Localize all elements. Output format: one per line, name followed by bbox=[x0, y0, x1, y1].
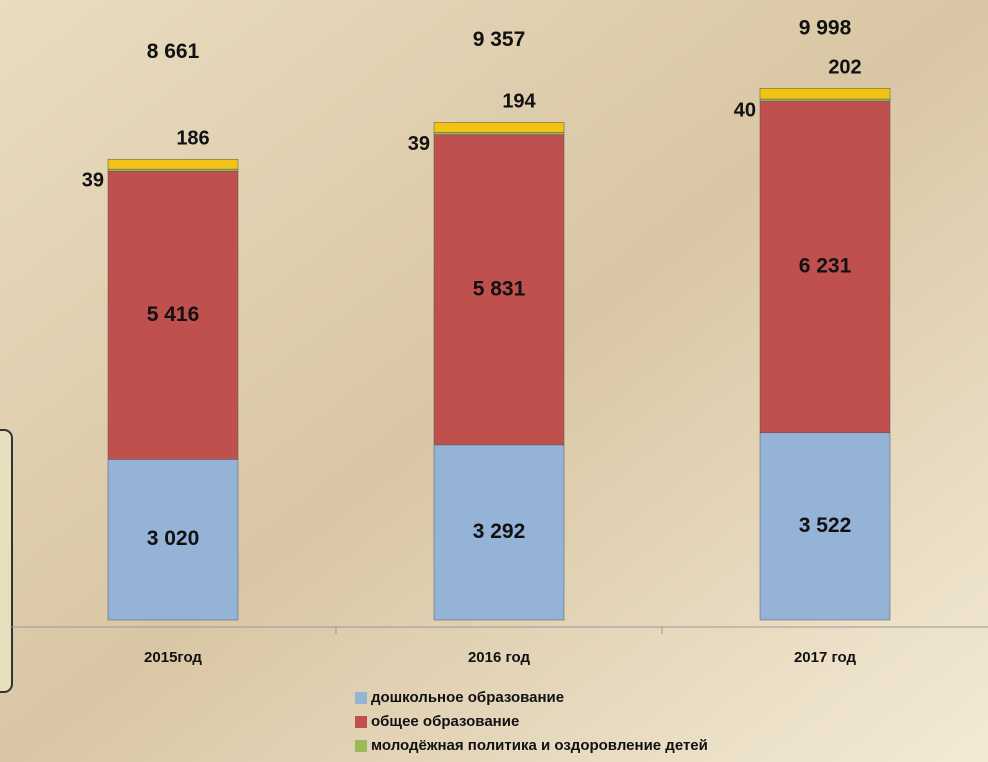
legend-label: дошкольное образование bbox=[371, 689, 564, 706]
value-label: 3 522 bbox=[799, 514, 852, 537]
bar-segment bbox=[107, 168, 239, 172]
value-label: 194 bbox=[502, 91, 536, 113]
value-label: 39 bbox=[408, 133, 430, 155]
value-label: 202 bbox=[828, 57, 861, 79]
total-label: 9 357 bbox=[473, 28, 526, 51]
value-label: 39 bbox=[82, 169, 104, 191]
bar-segment bbox=[759, 100, 891, 433]
bar-segment bbox=[107, 158, 239, 170]
total-label: 9 998 bbox=[799, 17, 852, 40]
x-tick-label: 2015год bbox=[144, 649, 202, 666]
value-label: 40 bbox=[734, 99, 756, 121]
legend-swatch bbox=[355, 692, 367, 704]
value-label: 186 bbox=[176, 128, 209, 150]
legend-swatch bbox=[355, 740, 367, 752]
value-label: 5 831 bbox=[473, 277, 526, 300]
bar-segment bbox=[107, 459, 239, 621]
legend-label: молодёжная политика и оздоровление детей bbox=[371, 737, 708, 754]
value-label: 3 292 bbox=[473, 520, 526, 543]
bar-segment bbox=[759, 432, 891, 621]
legend-swatch bbox=[355, 716, 367, 728]
bar-segment bbox=[759, 88, 891, 100]
bar-segment bbox=[433, 134, 565, 446]
legend-label: общее образование bbox=[371, 713, 519, 730]
x-tick-label: 2016 год bbox=[468, 649, 531, 666]
value-label: 6 231 bbox=[799, 254, 852, 277]
total-label: 8 661 bbox=[147, 40, 200, 63]
x-tick-label: 2017 год bbox=[794, 649, 857, 666]
bar-segment bbox=[759, 98, 891, 102]
bar-segment bbox=[107, 170, 239, 460]
bar-segment bbox=[433, 132, 565, 135]
value-label: 5 416 bbox=[147, 303, 200, 326]
side-panel bbox=[0, 429, 13, 693]
bar-segment bbox=[433, 444, 565, 621]
bar-segment bbox=[433, 122, 565, 133]
value-label: 3 020 bbox=[147, 527, 200, 550]
